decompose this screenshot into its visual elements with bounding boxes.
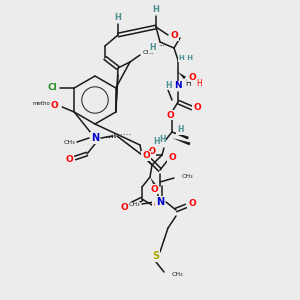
Text: O: O xyxy=(193,103,201,112)
Text: S: S xyxy=(152,251,160,261)
Text: H: H xyxy=(196,79,202,88)
Text: O: O xyxy=(188,200,196,208)
Text: O: O xyxy=(166,110,174,119)
Text: N: N xyxy=(156,197,164,207)
Text: O: O xyxy=(120,202,128,211)
Text: H: H xyxy=(149,44,155,52)
Polygon shape xyxy=(150,177,157,188)
Polygon shape xyxy=(172,132,188,140)
Text: H: H xyxy=(115,14,122,22)
Text: O: O xyxy=(148,146,155,155)
Text: CH₃: CH₃ xyxy=(172,272,184,277)
Text: O: O xyxy=(188,73,196,82)
Text: O: O xyxy=(150,184,158,194)
Text: O: O xyxy=(50,100,58,109)
Text: CH₃: CH₃ xyxy=(128,202,140,208)
Text: methoxy: methoxy xyxy=(32,101,56,106)
Text: ...: ... xyxy=(159,41,165,47)
Text: H: H xyxy=(153,5,159,14)
Text: H: H xyxy=(165,80,171,89)
Text: N: N xyxy=(174,82,182,91)
Polygon shape xyxy=(172,138,190,146)
Text: O: O xyxy=(65,154,73,164)
Text: H H: H H xyxy=(179,55,193,61)
Text: H: H xyxy=(159,136,165,145)
Text: O: O xyxy=(153,202,161,211)
Text: N: N xyxy=(91,133,99,143)
Text: ·····: ····· xyxy=(117,131,131,140)
Polygon shape xyxy=(178,72,186,79)
Text: O: O xyxy=(170,32,178,40)
Text: H: H xyxy=(177,125,183,134)
Text: H: H xyxy=(153,137,159,146)
Text: H: H xyxy=(185,80,191,88)
Text: O: O xyxy=(142,152,150,160)
Text: Cl: Cl xyxy=(47,83,57,92)
Text: CH₃: CH₃ xyxy=(63,140,75,146)
Text: CH₃: CH₃ xyxy=(143,50,154,56)
Text: O: O xyxy=(168,154,176,163)
Text: CH₃: CH₃ xyxy=(182,175,194,179)
